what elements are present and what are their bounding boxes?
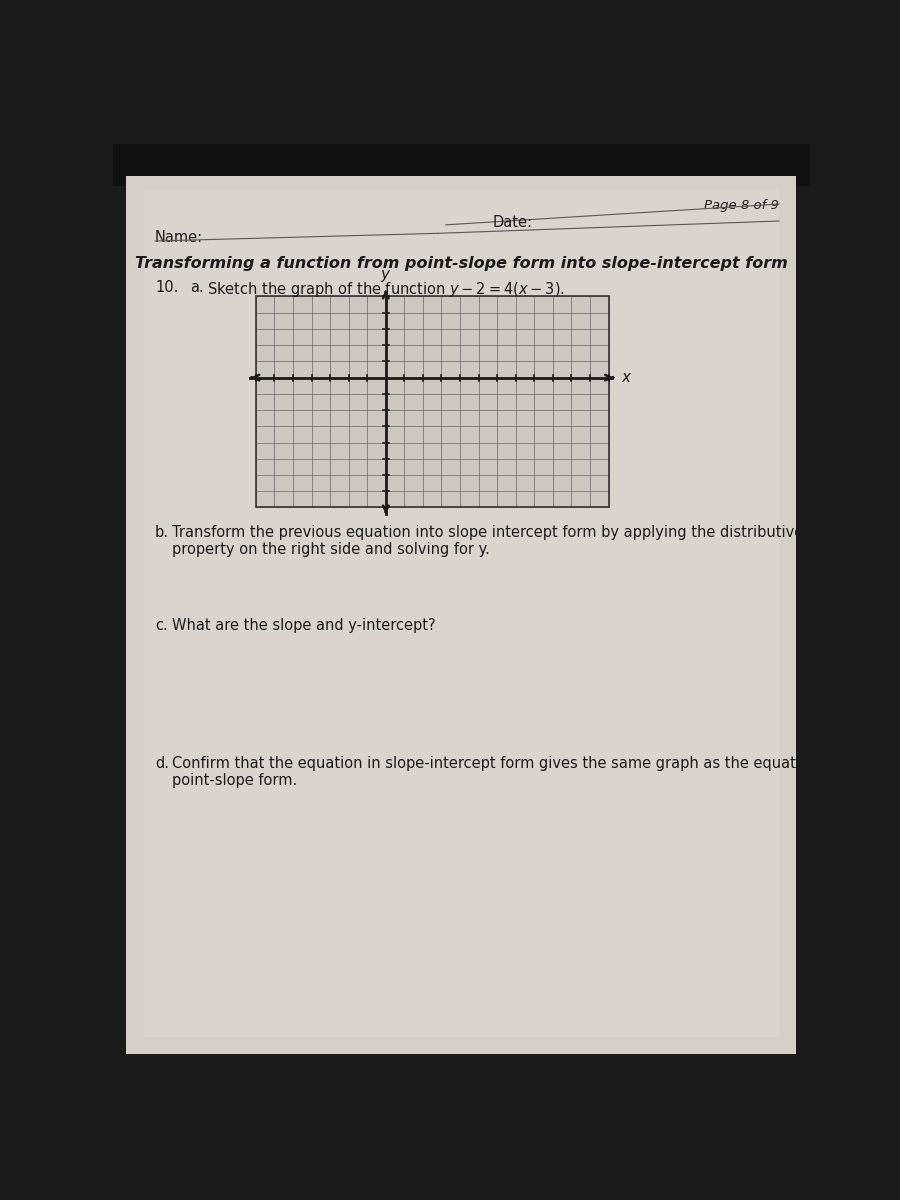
Text: b.: b. xyxy=(155,526,169,540)
Bar xyxy=(112,144,810,186)
Text: Page 8 of 9: Page 8 of 9 xyxy=(704,199,779,212)
Bar xyxy=(256,296,608,508)
Text: Sketch the graph of the function $y-2=4(x-3)$.: Sketch the graph of the function $y-2=4(… xyxy=(207,281,565,299)
Text: $y$: $y$ xyxy=(380,268,392,284)
Text: What are the slope and y-intercept?: What are the slope and y-intercept? xyxy=(172,618,436,632)
Text: Transforming a function from point-slope form into slope-intercept form: Transforming a function from point-slope… xyxy=(135,256,788,271)
Text: Confirm that the equation in slope-intercept form gives the same graph as the eq: Confirm that the equation in slope-inter… xyxy=(172,756,837,772)
Text: d.: d. xyxy=(155,756,169,772)
Text: a.: a. xyxy=(190,281,203,295)
Bar xyxy=(256,296,608,508)
Text: Name:: Name: xyxy=(155,230,203,245)
Text: $x$: $x$ xyxy=(621,370,633,385)
Text: point-slope form.: point-slope form. xyxy=(172,773,297,788)
Text: property on the right side and solving for y.: property on the right side and solving f… xyxy=(172,542,490,557)
Text: Transform the previous equation into slope intercept form by applying the distri: Transform the previous equation into slo… xyxy=(172,526,804,540)
Text: Date:: Date: xyxy=(492,215,532,230)
Text: c.: c. xyxy=(155,618,168,632)
Text: 10.: 10. xyxy=(155,281,178,295)
